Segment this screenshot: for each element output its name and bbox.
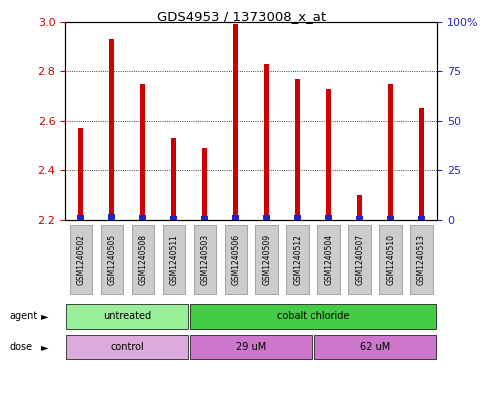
FancyBboxPatch shape (225, 225, 247, 294)
Text: untreated: untreated (103, 311, 151, 321)
Bar (78, 128, 83, 220)
Bar (66, 304, 188, 329)
FancyBboxPatch shape (100, 225, 123, 294)
Text: 29 uM: 29 uM (236, 342, 266, 352)
Bar (357, 195, 362, 220)
Text: GDS4953 / 1373008_x_at: GDS4953 / 1373008_x_at (157, 10, 326, 23)
Text: GSM1240503: GSM1240503 (200, 234, 209, 285)
Text: GSM1240513: GSM1240513 (417, 234, 426, 285)
Text: agent: agent (10, 311, 38, 321)
Text: ►: ► (41, 342, 48, 352)
Bar (190, 335, 313, 359)
FancyBboxPatch shape (162, 225, 185, 294)
Bar (419, 108, 424, 220)
FancyBboxPatch shape (411, 225, 433, 294)
Text: dose: dose (10, 342, 33, 352)
Bar (109, 39, 114, 220)
Text: GSM1240511: GSM1240511 (169, 234, 178, 285)
FancyBboxPatch shape (256, 225, 278, 294)
Bar (77, 215, 84, 220)
Bar (418, 216, 425, 220)
Text: GSM1240512: GSM1240512 (293, 234, 302, 285)
Text: GSM1240510: GSM1240510 (386, 234, 395, 285)
Bar (190, 304, 436, 329)
FancyBboxPatch shape (317, 225, 340, 294)
Bar (388, 84, 393, 220)
Bar (171, 138, 176, 220)
Bar (139, 215, 146, 220)
Text: GSM1240508: GSM1240508 (138, 234, 147, 285)
Bar (356, 217, 363, 220)
Bar (232, 215, 239, 220)
Text: GSM1240506: GSM1240506 (231, 234, 240, 285)
Bar (202, 148, 207, 220)
Text: GSM1240504: GSM1240504 (324, 234, 333, 285)
Bar (295, 79, 300, 220)
Text: GSM1240507: GSM1240507 (355, 234, 364, 285)
Bar (327, 88, 331, 220)
FancyBboxPatch shape (131, 225, 154, 294)
Bar (314, 335, 436, 359)
Text: GSM1240502: GSM1240502 (76, 234, 85, 285)
FancyBboxPatch shape (380, 225, 402, 294)
FancyBboxPatch shape (194, 225, 216, 294)
Bar (108, 214, 115, 220)
Text: control: control (110, 342, 144, 352)
Bar (263, 215, 270, 220)
Bar (325, 215, 332, 220)
Text: GSM1240509: GSM1240509 (262, 234, 271, 285)
FancyBboxPatch shape (70, 225, 92, 294)
FancyBboxPatch shape (348, 225, 371, 294)
Bar (264, 64, 269, 220)
Bar (141, 84, 145, 220)
FancyBboxPatch shape (286, 225, 309, 294)
Bar (66, 335, 188, 359)
Text: GSM1240505: GSM1240505 (107, 234, 116, 285)
Text: cobalt chloride: cobalt chloride (277, 311, 349, 321)
Bar (170, 216, 177, 220)
Bar (233, 24, 238, 220)
Bar (201, 216, 208, 220)
Bar (387, 216, 394, 220)
Text: 62 uM: 62 uM (360, 342, 390, 352)
Bar (294, 215, 301, 220)
Text: ►: ► (41, 311, 48, 321)
